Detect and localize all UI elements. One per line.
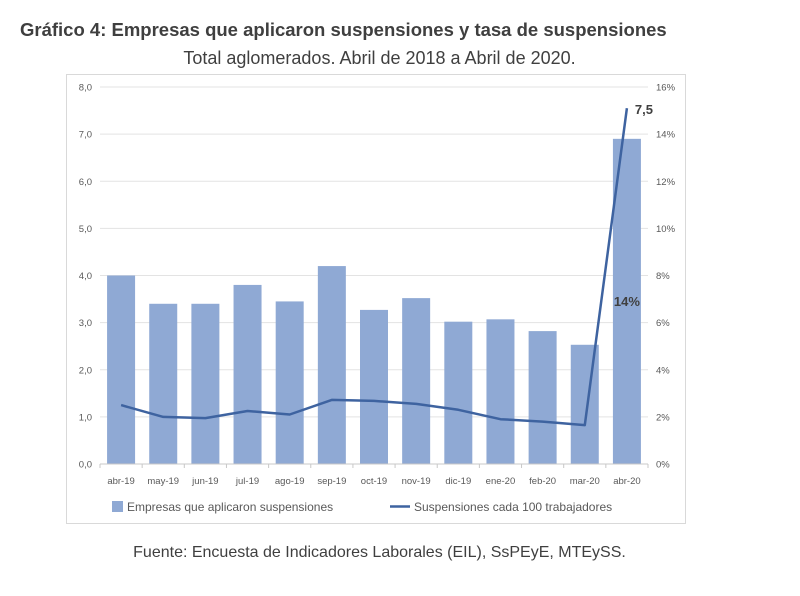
- chart-subtitle: Total aglomerados. Abril de 2018 a Abril…: [183, 48, 576, 68]
- y-left-tick-label: 1,0: [79, 412, 92, 423]
- x-tick-label: ago-19: [275, 476, 305, 487]
- chart-title: Gráfico 4: Empresas que aplicaron suspen…: [20, 19, 667, 40]
- bar: [149, 303, 178, 464]
- x-tick-label: mar-20: [570, 476, 600, 487]
- x-tick-label: abr-20: [613, 476, 640, 487]
- bar: [233, 284, 262, 464]
- y-right-tick-label: 14%: [656, 130, 676, 141]
- bar: [317, 266, 346, 464]
- bar: [360, 309, 388, 464]
- y-right-tick-label: 16%: [656, 83, 676, 94]
- bar: [612, 138, 641, 464]
- chart-frame: [66, 74, 686, 524]
- y-right-tick-label: 6%: [656, 318, 670, 329]
- y-right-tick-label: 4%: [656, 365, 670, 376]
- x-tick-label: feb-20: [529, 476, 556, 487]
- data-label-bar: 14%: [614, 294, 640, 309]
- bar: [444, 321, 473, 464]
- x-tick-label: oct-19: [361, 476, 387, 487]
- x-tick-label: may-19: [147, 476, 179, 487]
- x-tick-label: dic-19: [445, 476, 471, 487]
- bar: [570, 344, 599, 464]
- y-left-tick-label: 2,0: [79, 365, 92, 376]
- y-right-tick-label: 10%: [656, 224, 676, 235]
- bar: [486, 319, 515, 464]
- x-tick-label: jun-19: [191, 476, 218, 487]
- bar: [107, 275, 136, 464]
- bar: [275, 301, 304, 464]
- bar: [402, 298, 431, 464]
- y-left-tick-label: 7,0: [79, 130, 92, 141]
- x-tick-label: abr-19: [107, 476, 134, 487]
- legend-swatch-bar: [112, 501, 123, 512]
- bar: [191, 303, 220, 464]
- source-note: Fuente: Encuesta de Indicadores Laborale…: [133, 544, 626, 561]
- x-tick-label: nov-19: [402, 476, 431, 487]
- legend-label-line: Suspensiones cada 100 trabajadores: [414, 500, 612, 514]
- y-right-tick-label: 0%: [656, 460, 670, 471]
- y-left-tick-label: 5,0: [79, 224, 92, 235]
- line-series: [120, 108, 629, 427]
- y-left-tick-label: 3,0: [79, 318, 92, 329]
- y-left-tick-label: 8,0: [79, 83, 92, 94]
- bar: [528, 331, 557, 464]
- x-tick-label: sep-19: [317, 476, 346, 487]
- y-right-tick-label: 2%: [656, 412, 670, 423]
- y-left-tick-label: 0,0: [79, 460, 92, 471]
- y-right-tick-label: 8%: [656, 271, 670, 282]
- y-left-tick-label: 6,0: [79, 177, 92, 188]
- y-right-tick-label: 12%: [656, 177, 676, 188]
- y-left-tick-label: 4,0: [79, 271, 92, 282]
- x-tick-label: jul-19: [235, 476, 259, 487]
- legend-label-bar: Empresas que aplicaron suspensiones: [127, 500, 333, 514]
- data-label-line: 7,5: [635, 102, 653, 117]
- x-tick-label: ene-20: [486, 476, 516, 487]
